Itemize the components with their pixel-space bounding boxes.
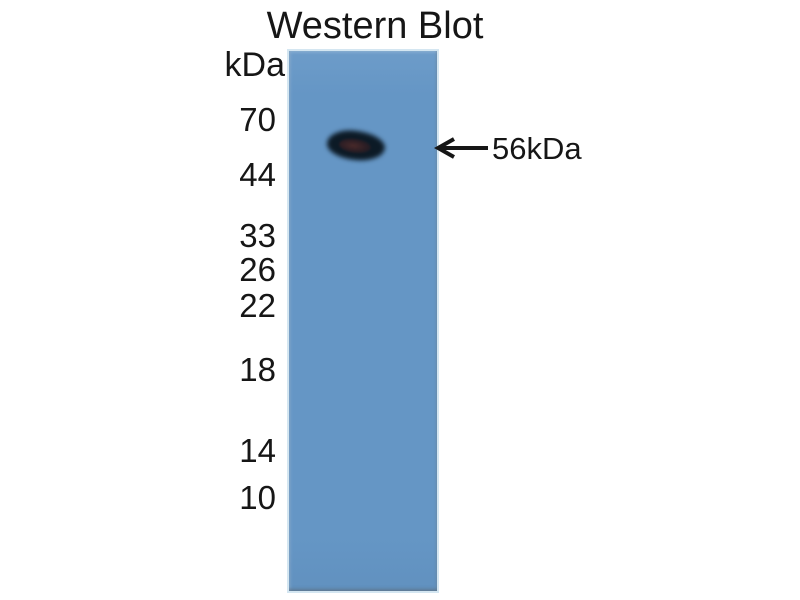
protein-band (325, 127, 387, 164)
mw-marker-33: 33 (239, 217, 276, 254)
mw-marker-10: 10 (239, 479, 276, 516)
figure-title: Western Blot (266, 5, 484, 47)
band-annotation: 56kDa (434, 130, 582, 166)
kda-unit-label: kDa (224, 46, 285, 84)
mw-marker-70: 70 (239, 101, 276, 138)
mw-marker-22: 22 (239, 287, 276, 324)
gel-lane (287, 49, 439, 593)
mw-marker-44: 44 (239, 156, 276, 193)
mw-marker-14: 14 (239, 432, 276, 469)
left-arrow-icon (434, 137, 488, 159)
band-size-label: 56kDa (492, 130, 582, 166)
mw-marker-26: 26 (239, 251, 276, 288)
mw-marker-18: 18 (239, 351, 276, 388)
